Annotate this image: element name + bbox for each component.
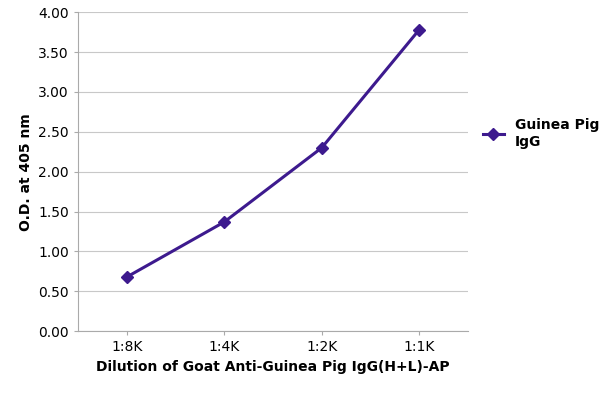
Legend: Guinea Pig
IgG: Guinea Pig IgG bbox=[479, 114, 600, 153]
Guinea Pig
IgG bbox=[123, 275, 130, 280]
Guinea Pig
IgG bbox=[318, 145, 325, 150]
Y-axis label: O.D. at 405 nm: O.D. at 405 nm bbox=[19, 113, 32, 231]
X-axis label: Dilution of Goat Anti-Guinea Pig IgG(H+L)-AP: Dilution of Goat Anti-Guinea Pig IgG(H+L… bbox=[96, 360, 450, 374]
Line: Guinea Pig
IgG: Guinea Pig IgG bbox=[122, 25, 424, 281]
Guinea Pig
IgG bbox=[221, 219, 228, 224]
Guinea Pig
IgG bbox=[416, 27, 423, 32]
